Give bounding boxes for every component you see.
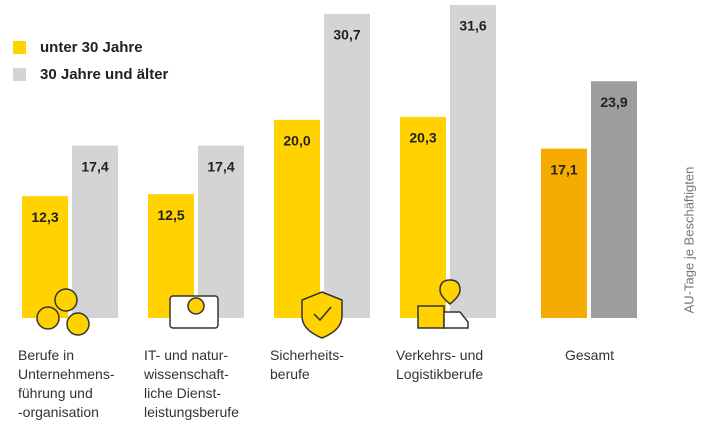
x-tick-label: Berufe in Unternehmens- führung und -org…	[18, 347, 115, 420]
x-tick-label: Gesamt	[565, 347, 615, 363]
value-label: 17,1	[550, 161, 577, 177]
icon	[301, 291, 343, 339]
value-label: 23,9	[600, 94, 627, 110]
bar	[72, 145, 118, 318]
value-label: 31,6	[459, 18, 486, 34]
icon	[417, 305, 445, 329]
icon	[54, 288, 78, 312]
value-label: 17,4	[207, 158, 234, 174]
bar	[541, 148, 587, 318]
x-tick-label: IT- und natur- wissenschaft- liche Diens…	[144, 347, 239, 420]
legend-swatch	[13, 68, 26, 81]
value-label: 12,3	[31, 209, 58, 225]
icon	[36, 306, 60, 330]
y-axis-label: AU-Tage je Beschäftigten	[681, 167, 696, 314]
bar	[591, 81, 637, 318]
icons	[36, 279, 469, 339]
value-label: 20,0	[283, 133, 310, 149]
icon	[313, 306, 332, 322]
x-tick-label: Verkehrs- und Logistikberufe	[396, 347, 484, 382]
bar	[450, 4, 496, 319]
value-label: 20,3	[409, 130, 436, 146]
legend-label: 30 Jahre und älter	[40, 66, 169, 83]
bar	[324, 13, 370, 319]
legend-label: unter 30 Jahre	[40, 39, 143, 56]
bar	[198, 145, 244, 318]
value-label: 12,5	[157, 207, 184, 223]
x-tick-label: Sicherheits- berufe	[270, 347, 344, 382]
bar	[274, 119, 320, 318]
icon	[66, 312, 90, 336]
value-label: 30,7	[333, 27, 360, 43]
bar	[400, 116, 446, 318]
legend-swatch	[13, 41, 26, 54]
value-label: 17,4	[81, 158, 108, 174]
icon	[187, 297, 205, 315]
icon	[439, 279, 461, 305]
icon	[443, 311, 469, 329]
